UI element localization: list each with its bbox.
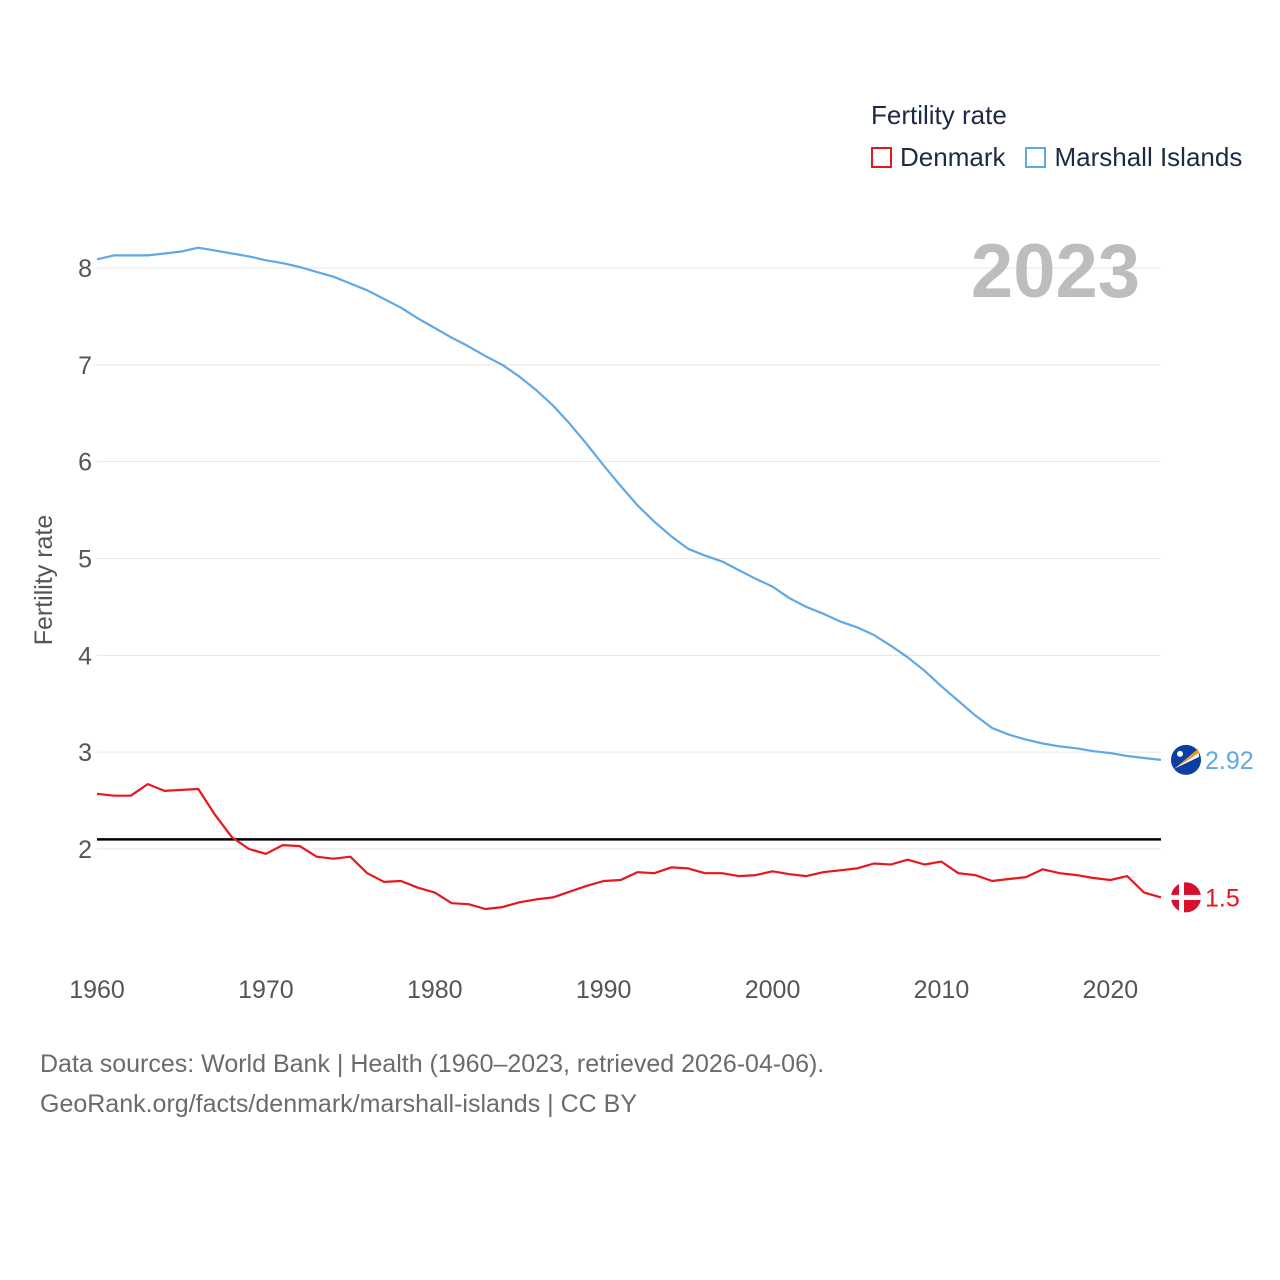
legend-swatch-denmark bbox=[871, 147, 892, 168]
legend-label-denmark: Denmark bbox=[900, 142, 1006, 172]
series-line-denmark bbox=[96, 782, 1162, 911]
y-tick-label: 4 bbox=[78, 642, 92, 670]
x-tick-label: 1970 bbox=[238, 976, 294, 1004]
series-line-marshall-islands bbox=[96, 246, 1162, 761]
x-tick-label: 2020 bbox=[1083, 976, 1139, 1004]
denmark-flag-icon bbox=[1171, 882, 1201, 913]
y-tick-label: 7 bbox=[78, 352, 92, 380]
end-value-label-denmark: 1.5 bbox=[1205, 884, 1240, 912]
marshall-islands-flag-icon bbox=[1171, 744, 1201, 775]
year-label: 2023 bbox=[970, 229, 1140, 314]
legend-swatch-marshall-islands bbox=[1025, 147, 1047, 168]
legend-item-denmark[interactable]: Denmark bbox=[871, 142, 1005, 173]
legend-item-marshall-islands[interactable]: Marshall Islands bbox=[1025, 142, 1242, 173]
x-tick-label: 1980 bbox=[407, 976, 463, 1004]
y-tick-label: 5 bbox=[78, 546, 92, 574]
x-tick-labels: 1960 1970 1980 1990 2000 2010 2020 bbox=[69, 976, 1138, 1004]
y-tick-label: 6 bbox=[78, 449, 92, 477]
y-axis-label: Fertility rate bbox=[30, 515, 58, 646]
end-value-label-marshall-islands: 2.92 bbox=[1205, 747, 1254, 775]
y-tick-label: 2 bbox=[78, 836, 92, 864]
x-tick-label: 1960 bbox=[69, 976, 125, 1004]
legend: Denmark Marshall Islands bbox=[871, 142, 1262, 173]
x-tick-label: 1990 bbox=[576, 976, 632, 1004]
source-line-1: Data sources: World Bank | Health (1960–… bbox=[40, 1050, 825, 1078]
source-note: Data sources: World Bank | Health (1960–… bbox=[40, 1044, 824, 1124]
legend-title: Fertility rate bbox=[871, 100, 1007, 130]
x-tick-label: 2000 bbox=[745, 976, 801, 1004]
gridlines bbox=[97, 267, 1161, 850]
y-tick-labels: 2 3 4 5 6 7 8 bbox=[78, 255, 92, 864]
y-tick-label: 3 bbox=[78, 739, 92, 767]
source-line-2: GeoRank.org/facts/denmark/marshall-islan… bbox=[40, 1090, 637, 1118]
legend-label-marshall-islands: Marshall Islands bbox=[1054, 142, 1243, 172]
x-tick-label: 2010 bbox=[914, 976, 970, 1004]
y-tick-label: 8 bbox=[78, 255, 92, 283]
